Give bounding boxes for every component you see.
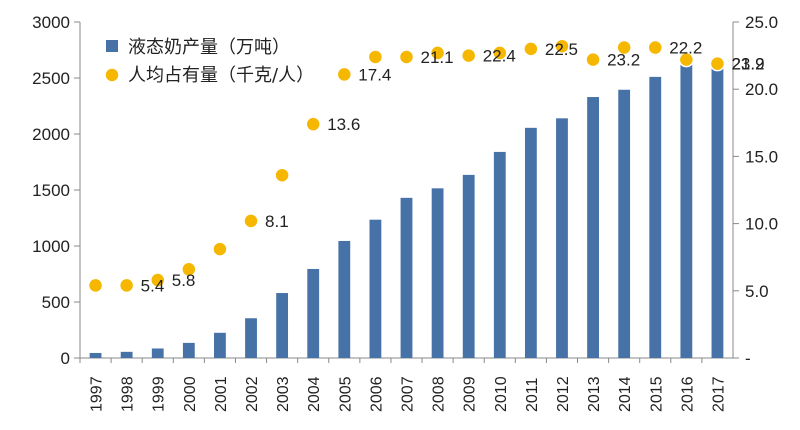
scatter-point xyxy=(118,277,135,294)
y-right-tick-label: 15.0 xyxy=(745,147,778,166)
x-tick-label: 2008 xyxy=(431,376,448,412)
scatter-point xyxy=(87,277,104,294)
data-label: 22.5 xyxy=(545,40,578,59)
bar xyxy=(556,118,568,358)
x-tick-label: 2016 xyxy=(679,376,696,412)
scatter-point xyxy=(678,51,695,68)
scatter-point xyxy=(149,272,166,288)
scatter-point xyxy=(616,39,632,56)
data-label: 5.4 xyxy=(141,276,165,295)
data-label: 21.1 xyxy=(421,48,454,67)
data-labels: 5.4 5.8 8.1 13.6 17.4 21.1 22.4 22.5 23.2 22.2 23.… xyxy=(141,39,765,296)
x-tick-label: 2005 xyxy=(337,376,354,412)
bar-series xyxy=(89,60,724,359)
data-label: 22.4 xyxy=(483,47,516,66)
scatter-point xyxy=(367,49,384,65)
bar xyxy=(680,60,693,359)
y-right-tick-label: 10.0 xyxy=(745,215,778,234)
bar xyxy=(182,342,195,358)
bar xyxy=(276,293,289,358)
scatter-point xyxy=(492,45,508,61)
bar xyxy=(493,151,506,358)
legend-dot-swatch xyxy=(104,67,120,83)
scatter-point xyxy=(709,55,726,72)
data-label: 21.9 xyxy=(731,55,764,74)
data-label: 17.4 xyxy=(358,65,391,84)
bar xyxy=(431,188,444,358)
bar xyxy=(524,127,537,358)
data-label: 23.2 xyxy=(607,51,640,70)
x-tick-label: 2010 xyxy=(493,376,510,412)
x-tick-label: 2015 xyxy=(648,376,665,412)
bar xyxy=(151,348,164,358)
scatter-point xyxy=(647,39,664,56)
legend-bar-swatch xyxy=(106,40,118,52)
bar xyxy=(369,219,382,358)
y-left-tick-label: 500 xyxy=(42,293,70,312)
y-right-tick-label: - xyxy=(745,349,751,368)
y-left-tick-label: 3000 xyxy=(32,13,70,32)
x-tick-label: 2002 xyxy=(244,376,261,412)
legend: 液态奶产量（万吨） 人均占有量（千克/人） xyxy=(104,37,314,86)
scatter-series xyxy=(87,38,726,294)
y-left-tick-label: 1500 xyxy=(32,181,70,200)
x-tick-label: 2009 xyxy=(462,376,479,412)
scatter-point xyxy=(243,213,259,229)
scatter-point xyxy=(274,167,290,183)
x-tick-label: 1997 xyxy=(89,376,106,412)
y-right-tick-label: 5.0 xyxy=(745,282,769,301)
data-label: 5.8 xyxy=(172,271,196,290)
y-right-tick-label: 20.0 xyxy=(745,80,778,99)
bar xyxy=(338,240,351,358)
data-label: 23.2 xyxy=(731,55,764,74)
scatter-point xyxy=(523,41,539,57)
x-tick-label: 2006 xyxy=(368,376,385,412)
y-right-tick-label: 25.0 xyxy=(745,13,778,32)
y-left-tick-label: 2500 xyxy=(32,69,70,88)
x-tick-label: 1999 xyxy=(151,376,168,412)
data-label: 13.6 xyxy=(327,115,360,134)
data-label: 22.2 xyxy=(669,39,702,58)
scatter-point xyxy=(554,38,570,54)
y-left-tick-label: 0 xyxy=(61,349,70,368)
scatter-point xyxy=(305,116,321,132)
bar xyxy=(618,89,631,358)
bar xyxy=(649,76,662,358)
x-tick-label: 1998 xyxy=(120,376,137,412)
bar xyxy=(587,97,599,358)
data-label: 8.1 xyxy=(265,212,289,231)
bar xyxy=(711,61,724,358)
scatter-point xyxy=(429,45,446,61)
bar xyxy=(89,352,102,358)
scatter-point xyxy=(460,47,477,64)
x-tick-label: 2000 xyxy=(182,376,199,412)
scatter-point xyxy=(336,66,353,83)
bar xyxy=(120,351,133,358)
legend-bar-label: 液态奶产量（万吨） xyxy=(128,37,290,58)
bar xyxy=(245,318,257,358)
x-tick-label: 2001 xyxy=(213,376,230,412)
bar xyxy=(462,174,475,358)
axes: 0 500 1000 1500 2000 2500 3000 - 5.0 10.0 15.0 20.0… xyxy=(32,13,778,412)
bar xyxy=(400,197,413,358)
x-tick-label: 2004 xyxy=(306,376,323,412)
x-tick-label: 2007 xyxy=(400,376,417,412)
legend-dot-label: 人均占有量（千克/人） xyxy=(128,65,314,86)
x-tick-label: 2017 xyxy=(710,376,727,412)
y-left-tick-label: 1000 xyxy=(32,237,70,256)
y-left-tick-label: 2000 xyxy=(32,125,70,144)
scatter-point xyxy=(181,261,197,278)
scatter-point xyxy=(585,51,601,68)
x-tick-label: 2014 xyxy=(617,376,634,412)
bar xyxy=(214,332,226,358)
x-tick-label: 2003 xyxy=(275,376,292,412)
x-tick-label: 2012 xyxy=(555,376,572,412)
bar xyxy=(307,268,320,358)
scatter-point xyxy=(398,49,415,65)
scatter-point xyxy=(212,241,228,257)
x-tick-label: 2011 xyxy=(524,377,541,412)
x-tick-label: 2013 xyxy=(586,376,603,412)
